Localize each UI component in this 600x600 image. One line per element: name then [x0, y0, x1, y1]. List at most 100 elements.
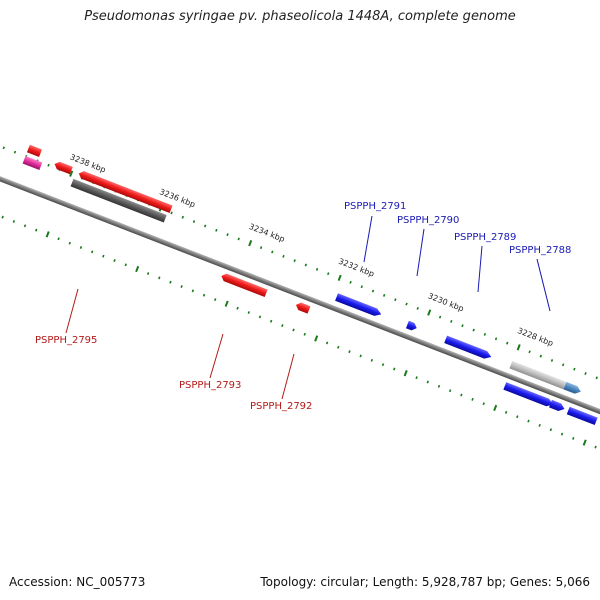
gene-arrow-2795[interactable]: [77, 170, 173, 213]
minor-tick: [528, 350, 531, 354]
minor-tick: [393, 367, 396, 371]
minor-tick: [68, 241, 71, 245]
minor-tick: [539, 354, 542, 358]
minor-tick: [561, 363, 565, 367]
gene-arrow-2793[interactable]: [220, 272, 268, 298]
minor-tick: [47, 163, 50, 167]
minor-tick: [416, 306, 419, 310]
minor-tick: [482, 402, 485, 406]
major-tick: [403, 370, 408, 377]
minor-tick: [192, 220, 196, 224]
forward-strand-genes: [335, 293, 598, 426]
minor-tick: [382, 293, 386, 297]
minor-tick: [394, 298, 397, 302]
leader-2790: [416, 228, 425, 277]
minor-tick: [169, 280, 172, 284]
gene-label-2789[interactable]: PSPPH_2789: [454, 232, 516, 243]
minor-tick: [35, 228, 38, 232]
scale-ticks-lower: [1, 215, 597, 449]
minor-tick: [538, 423, 541, 427]
minor-tick: [438, 315, 442, 319]
minor-tick: [1, 215, 4, 219]
minor-tick: [472, 328, 475, 332]
leader-2791: [363, 215, 373, 263]
gene-label-2793[interactable]: PSPPH_2793: [179, 380, 241, 391]
gene-feature-grey[interactable]: [509, 360, 567, 390]
reverse-gene-labels: PSPPH_2795 PSPPH_2793 PSPPH_2792: [35, 288, 312, 412]
gene-arrow-2789[interactable]: [444, 335, 493, 361]
gene-label-2788[interactable]: PSPPH_2788: [509, 245, 571, 256]
major-tick: [337, 274, 342, 282]
gene-label-2790[interactable]: PSPPH_2790: [397, 215, 459, 226]
forward-gene-labels: PSPPH_2791 PSPPH_2790 PSPPH_2789 PSPPH_2…: [344, 201, 571, 312]
minor-tick: [527, 419, 530, 423]
minor-tick: [293, 259, 296, 263]
minor-tick: [516, 415, 519, 419]
minor-tick: [448, 389, 452, 393]
minor-tick: [2, 146, 5, 150]
minor-tick: [259, 246, 263, 250]
minor-tick: [504, 410, 508, 414]
gene-feature-steel[interactable]: [563, 381, 583, 396]
minor-tick: [370, 358, 374, 362]
minor-tick: [437, 384, 441, 388]
gene-feature-dark[interactable]: [70, 178, 167, 223]
gene-arrow-2790[interactable]: [405, 320, 418, 332]
minor-tick: [506, 341, 509, 345]
reverse-strand-genes: [22, 144, 311, 314]
scale-label-3238: 3238 kbp: [69, 153, 107, 175]
minor-tick: [181, 215, 184, 219]
minor-tick: [236, 306, 239, 310]
minor-tick: [281, 324, 284, 328]
minor-tick: [202, 293, 206, 297]
minor-tick: [348, 350, 351, 354]
minor-tick: [595, 376, 598, 380]
major-tick: [314, 335, 319, 342]
scale-label-3232: 3232 kbp: [337, 257, 375, 279]
minor-tick: [460, 393, 463, 397]
minor-tick: [79, 246, 83, 249]
genome-summary: Topology: circular; Length: 5,928,787 bp…: [260, 575, 590, 589]
minor-tick: [359, 354, 362, 358]
gene-label-2795[interactable]: PSPPH_2795: [35, 335, 97, 346]
gene-arrow-2797[interactable]: [26, 144, 42, 157]
minor-tick: [292, 328, 295, 332]
minor-tick: [549, 428, 553, 432]
minor-tick: [371, 289, 375, 293]
minor-tick: [282, 254, 285, 258]
minor-tick: [12, 219, 16, 223]
gene-label-2792[interactable]: PSPPH_2792: [250, 401, 312, 412]
minor-tick: [214, 298, 217, 302]
minor-tick: [247, 311, 250, 315]
minor-tick: [215, 228, 218, 232]
leader-2789: [477, 245, 483, 293]
minor-tick: [226, 233, 229, 237]
major-tick: [248, 239, 253, 247]
minor-tick: [258, 315, 262, 319]
minor-tick: [180, 285, 183, 288]
gene-arrow-2787[interactable]: [549, 399, 566, 413]
minor-tick: [483, 332, 487, 336]
minor-tick: [23, 224, 27, 228]
gene-arrow-2796[interactable]: [53, 160, 73, 175]
minor-tick: [494, 337, 498, 341]
gene-arrow-2792[interactable]: [295, 301, 311, 314]
minor-tick: [170, 211, 173, 215]
gene-label-2791[interactable]: PSPPH_2791: [344, 201, 406, 212]
minor-tick: [349, 280, 352, 284]
minor-tick: [57, 237, 60, 241]
leader-2795: [65, 288, 79, 334]
gene-arrow-2788[interactable]: [503, 382, 554, 408]
gene-feature-pink[interactable]: [22, 155, 43, 170]
minor-tick: [203, 224, 207, 228]
gene-arrow-2786[interactable]: [566, 406, 598, 426]
scale-label-3230: 3230 kbp: [427, 291, 465, 313]
minor-tick: [113, 259, 116, 262]
genome-backbone: [0, 112, 600, 479]
gene-arrow-2791[interactable]: [335, 293, 383, 318]
major-tick: [45, 231, 50, 238]
minor-tick: [560, 432, 564, 436]
leader-2792: [281, 353, 295, 400]
minor-tick: [90, 250, 94, 254]
